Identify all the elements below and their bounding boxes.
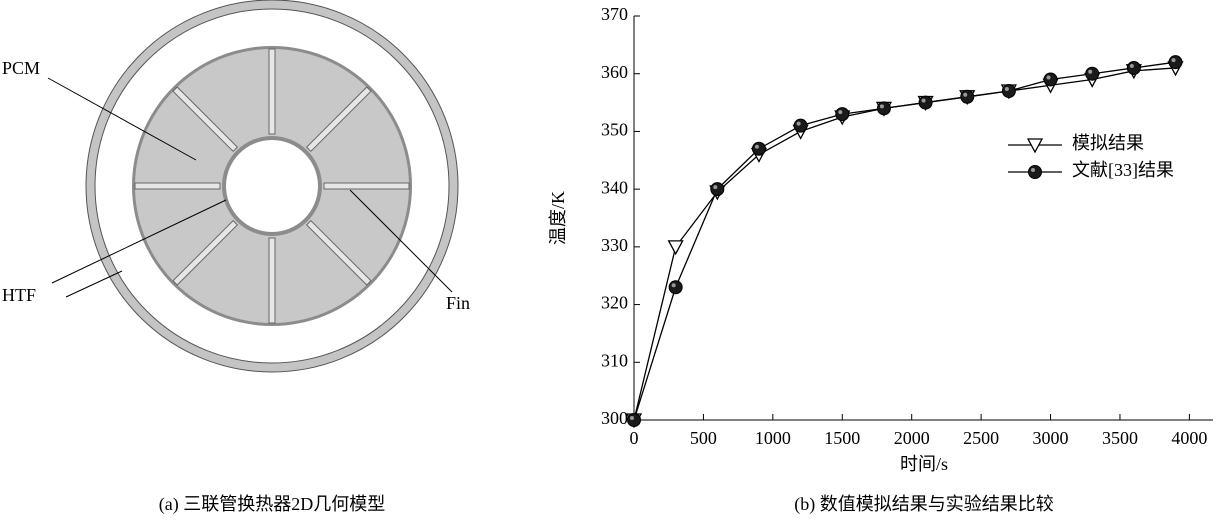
y-tick-label: 360	[601, 62, 628, 82]
marker-highlight	[671, 283, 676, 288]
x-tick-label: 2000	[894, 428, 930, 448]
chart: 时间/s 温度/K (b) 数值模拟结果与实验结果比较 300 310 320 330…	[548, 4, 1213, 515]
data-point	[960, 89, 975, 104]
marker-highlight	[1171, 58, 1176, 63]
y-tick-label: 350	[601, 120, 628, 140]
diagram: PCM HTF Fin (a) 三联管换热器2D几何模型	[2, 0, 470, 515]
data-point	[1085, 66, 1100, 81]
x-tick-label: 2500	[963, 428, 999, 448]
series-line	[633, 67, 1176, 421]
data-point	[667, 240, 684, 256]
marker-highlight	[1129, 63, 1134, 68]
marker-highlight	[1004, 87, 1009, 92]
caption: (b) 数值模拟结果与实验结果比较	[794, 494, 1054, 515]
x-tick-label: 1500	[824, 428, 860, 448]
x-tick-label: 4000	[1171, 428, 1207, 448]
marker-highlight	[1031, 168, 1035, 172]
data-point	[1126, 60, 1141, 75]
y-axis-label: 温度/K	[548, 191, 568, 245]
fin	[172, 86, 239, 153]
leader-line	[65, 270, 123, 298]
marker-highlight	[754, 144, 759, 149]
legend-marker	[1026, 138, 1044, 154]
fin-label: Fin	[446, 293, 470, 313]
series-line	[633, 61, 1176, 421]
data-point	[793, 118, 808, 133]
y-tick-label: 340	[601, 177, 628, 197]
marker-highlight	[879, 104, 884, 109]
data-point	[1043, 72, 1058, 87]
x-tick-label: 1000	[755, 428, 791, 448]
data-point	[668, 280, 683, 295]
legend-marker	[1028, 165, 1042, 179]
fin	[305, 86, 372, 153]
leader-line	[51, 199, 227, 284]
fin	[323, 182, 410, 190]
data-point	[627, 413, 641, 427]
marker-highlight	[1088, 69, 1093, 74]
data-point	[876, 101, 891, 116]
marker-highlight	[1046, 75, 1051, 80]
data-point	[1168, 55, 1183, 70]
x-tick-label: 500	[690, 428, 717, 448]
inner-tube	[226, 140, 318, 232]
fin	[134, 182, 221, 190]
marker-highlight	[838, 110, 843, 115]
y-tick-label: 370	[601, 4, 628, 24]
fin	[172, 219, 239, 286]
x-tick-label: 0	[630, 428, 639, 448]
marker-highlight	[796, 121, 801, 126]
data-point	[710, 182, 725, 197]
x-tick-label: 3000	[1033, 428, 1069, 448]
legend-label: 文献[33]结果	[1072, 160, 1174, 180]
fins	[134, 48, 410, 324]
leader-line	[349, 189, 453, 293]
y-tick-label: 330	[601, 235, 628, 255]
leader-line	[47, 77, 197, 161]
fin	[305, 219, 372, 286]
fin	[268, 48, 276, 135]
htf-label: HTF	[2, 285, 36, 305]
y-tick-label: 320	[601, 293, 628, 313]
x-axis-label: 时间/s	[900, 454, 948, 474]
data-point	[835, 107, 850, 122]
data-point	[751, 141, 766, 156]
pcm-label: PCM	[2, 58, 40, 78]
legend-label: 模拟结果	[1072, 133, 1144, 153]
y-tick-label: 300	[601, 408, 628, 428]
fin	[268, 237, 276, 324]
y-tick-label: 310	[601, 350, 628, 370]
x-tick-label: 3500	[1102, 428, 1138, 448]
marker-highlight	[963, 92, 968, 97]
marker-highlight	[630, 416, 634, 420]
marker-highlight	[921, 98, 926, 103]
data-point	[918, 95, 933, 110]
caption: (a) 三联管换热器2D几何模型	[159, 494, 385, 515]
marker-highlight	[713, 185, 718, 190]
data-point	[1001, 84, 1016, 99]
